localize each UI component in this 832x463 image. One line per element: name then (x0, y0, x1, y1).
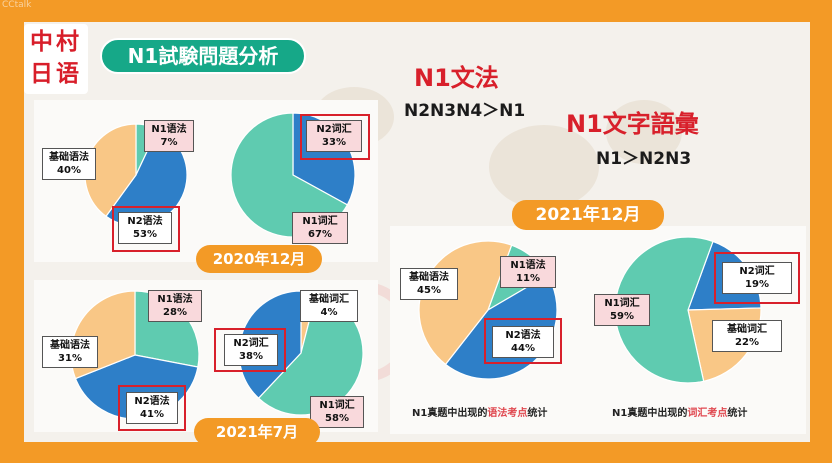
highlight-box (300, 114, 370, 160)
date-badge-2021-12: 2021年12月 (512, 200, 664, 230)
label-2021-7-n1-vocab: N1词汇 58% (310, 396, 364, 428)
slice-value: 58% (325, 413, 349, 424)
slice-value: 40% (57, 165, 81, 176)
logo-char: 语 (56, 61, 79, 87)
grammar-heading: N1文法 (414, 64, 499, 92)
label-2020-n1-grammar: N1语法 7% (144, 120, 194, 152)
slice-name: 基础词汇 (727, 324, 767, 335)
slice-value: 59% (610, 311, 634, 322)
label-2021-12-n1-grammar: N1语法 11% (500, 256, 556, 288)
slice-name: N1词汇 (302, 216, 338, 227)
vocab-ranking: N1＞N2N3 (596, 149, 692, 169)
slice-name: N2语法 (505, 330, 541, 341)
watermark: CCtalk (2, 0, 32, 10)
slice-name: N2词汇 (316, 124, 352, 135)
logo-char: 村 (56, 29, 79, 55)
date-badge-2020: 2020年12月 (196, 245, 322, 273)
highlight-box (214, 328, 286, 372)
grammar-ranking: N2N3N4＞N1 (404, 101, 526, 121)
label-2021-12-n2-vocab: N2词汇 19% (722, 262, 792, 294)
slice-value: 7% (160, 137, 178, 148)
highlight-box (118, 385, 186, 431)
label-2021-12-n2-grammar: N2语法 44% (492, 326, 554, 358)
slice-value: 19% (745, 279, 769, 290)
slice-value: 28% (163, 307, 187, 318)
caption-text: 统计 (727, 408, 748, 419)
slice-value: 22% (735, 337, 759, 348)
slice-value: 44% (511, 343, 535, 354)
vocab-caption: N1真题中出现的词汇考点统计 (612, 404, 747, 419)
slice-value: 33% (322, 137, 346, 148)
slice-name: N1语法 (157, 294, 193, 305)
caption-text: 统计 (527, 408, 548, 419)
slice-value: 11% (516, 273, 540, 284)
slice-value: 45% (417, 285, 441, 296)
label-2020-basic-grammar: 基础语法 40% (42, 148, 96, 180)
slide-title: N1試験問題分析 (100, 38, 306, 74)
highlight-box (112, 206, 180, 252)
slice-name: N2词汇 (233, 338, 269, 349)
slice-name: N2语法 (127, 216, 163, 227)
highlight-box (484, 318, 562, 364)
slice-value: 4% (320, 307, 338, 318)
label-2021-7-n1-grammar: N1语法 28% (148, 290, 202, 322)
label-2021-7-basic-vocab: 基础词汇 4% (300, 290, 358, 322)
slice-value: 67% (308, 229, 332, 240)
label-2021-7-n2-grammar: N2语法 41% (126, 392, 178, 424)
slice-name: N1语法 (510, 260, 546, 271)
slice-name: 基础语法 (409, 272, 449, 283)
brand-logo: 中 村 日 语 (24, 24, 88, 94)
slice-value: 38% (239, 351, 263, 362)
label-2020-n2-grammar: N2语法 53% (118, 212, 172, 244)
slice-name: N1词汇 (319, 400, 355, 411)
label-2021-7-basic-grammar: 基础语法 31% (42, 336, 98, 368)
slice-name: 基础词汇 (309, 294, 349, 305)
slice-name: 基础语法 (50, 340, 90, 351)
grammar-caption: N1真题中出现的语法考点统计 (412, 404, 547, 419)
logo-char: 日 (30, 61, 53, 87)
slice-name: N2语法 (134, 396, 170, 407)
label-2021-12-n1-vocab: N1词汇 59% (594, 294, 650, 326)
caption-highlight: 语法考点 (487, 408, 528, 419)
caption-text: N1真题中出现的 (412, 408, 488, 419)
slice-name: N2词汇 (739, 266, 775, 277)
label-2020-n1-vocab: N1词汇 67% (292, 212, 348, 244)
slice-name: 基础语法 (49, 152, 89, 163)
highlight-box (714, 252, 800, 304)
slice-value: 53% (133, 229, 157, 240)
slice-name: N1词汇 (604, 298, 640, 309)
vocab-heading: N1文字語彙 (566, 110, 699, 138)
caption-highlight: 词汇考点 (687, 408, 728, 419)
label-2020-n2-vocab: N2词汇 33% (306, 120, 362, 152)
label-2021-7-n2-vocab: N2词汇 38% (224, 334, 278, 366)
caption-text: N1真题中出现的 (612, 408, 688, 419)
label-2021-12-basic-grammar: 基础语法 45% (400, 268, 458, 300)
label-2021-12-basic-vocab: 基础词汇 22% (712, 320, 782, 352)
slice-name: N1语法 (151, 124, 187, 135)
slice-value: 31% (58, 353, 82, 364)
logo-char: 中 (30, 29, 53, 55)
slice-value: 41% (140, 409, 164, 420)
date-badge-2021-7: 2021年7月 (194, 418, 320, 446)
